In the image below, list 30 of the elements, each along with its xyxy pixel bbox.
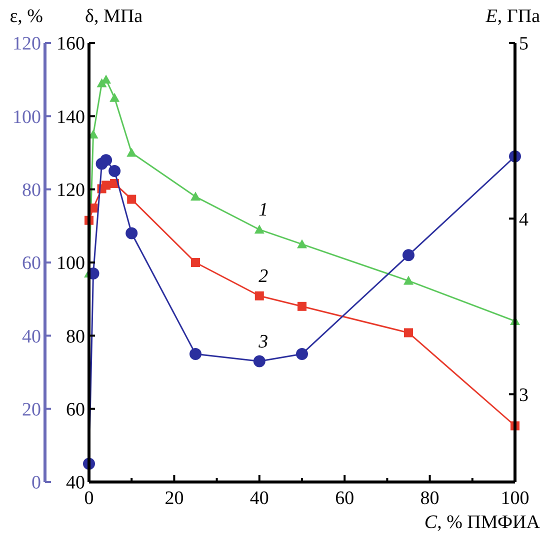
y3-tick-label: 120 bbox=[12, 34, 41, 55]
y2-tick-label: 4 bbox=[519, 209, 529, 230]
y3-tick-label: 40 bbox=[22, 326, 41, 348]
y3-tick-label: 100 bbox=[12, 106, 41, 128]
annotation: 2 bbox=[258, 266, 269, 287]
y-axis-title: δ, МПа bbox=[85, 6, 144, 27]
y2-axis-title: E, ГПа bbox=[484, 6, 541, 27]
y-tick-label: 60 bbox=[66, 399, 85, 420]
annotation: 1 bbox=[258, 200, 268, 221]
y-tick-label: 120 bbox=[56, 180, 85, 201]
x-axis-title: C, % ПМФИА bbox=[424, 512, 540, 533]
x-tick-label: 100 bbox=[500, 488, 530, 509]
y-tick-label: 80 bbox=[66, 326, 85, 348]
y3-axis-title: ε, % bbox=[10, 6, 44, 27]
y-tick-label: 100 bbox=[56, 253, 85, 274]
y3-tick-label: 0 bbox=[32, 472, 41, 494]
y3-tick-label: 80 bbox=[22, 180, 41, 201]
y3-tick-label: 60 bbox=[22, 253, 41, 274]
x-tick-label: 60 bbox=[335, 488, 354, 509]
y-tick-label: 40 bbox=[66, 472, 85, 494]
x-tick-label: 20 bbox=[164, 488, 184, 509]
y3-tick-label: 20 bbox=[22, 399, 41, 420]
x-tick-label: 0 bbox=[84, 488, 94, 509]
y2-tick-label: 3 bbox=[519, 384, 528, 406]
x-tick-label: 80 bbox=[420, 488, 440, 509]
annotation: 3 bbox=[258, 331, 268, 352]
x-tick-label: 40 bbox=[250, 488, 269, 509]
y-tick-label: 140 bbox=[56, 106, 85, 128]
y-tick-label: 160 bbox=[56, 34, 85, 55]
y2-tick-label: 5 bbox=[519, 34, 528, 55]
